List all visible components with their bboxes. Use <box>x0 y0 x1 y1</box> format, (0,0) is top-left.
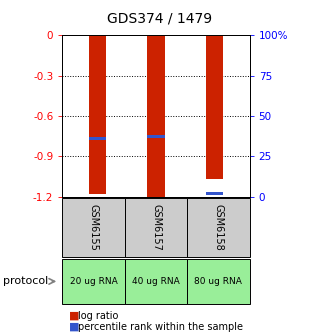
Bar <box>89 35 106 194</box>
Text: ■: ■ <box>69 322 79 332</box>
Bar <box>89 137 106 140</box>
Text: ■: ■ <box>69 311 79 321</box>
Text: 80 ug RNA: 80 ug RNA <box>195 277 242 286</box>
Text: 40 ug RNA: 40 ug RNA <box>132 277 180 286</box>
Text: GSM6155: GSM6155 <box>89 204 99 251</box>
Bar <box>206 192 223 195</box>
Text: log ratio: log ratio <box>78 311 119 321</box>
Text: protocol: protocol <box>3 277 48 286</box>
Text: GSM6157: GSM6157 <box>151 204 161 251</box>
Bar <box>147 35 165 199</box>
Text: GSM6158: GSM6158 <box>213 204 223 251</box>
Text: 20 ug RNA: 20 ug RNA <box>70 277 117 286</box>
Bar <box>206 35 223 179</box>
Bar <box>147 135 165 137</box>
Text: percentile rank within the sample: percentile rank within the sample <box>78 322 244 332</box>
Text: GDS374 / 1479: GDS374 / 1479 <box>108 12 212 26</box>
